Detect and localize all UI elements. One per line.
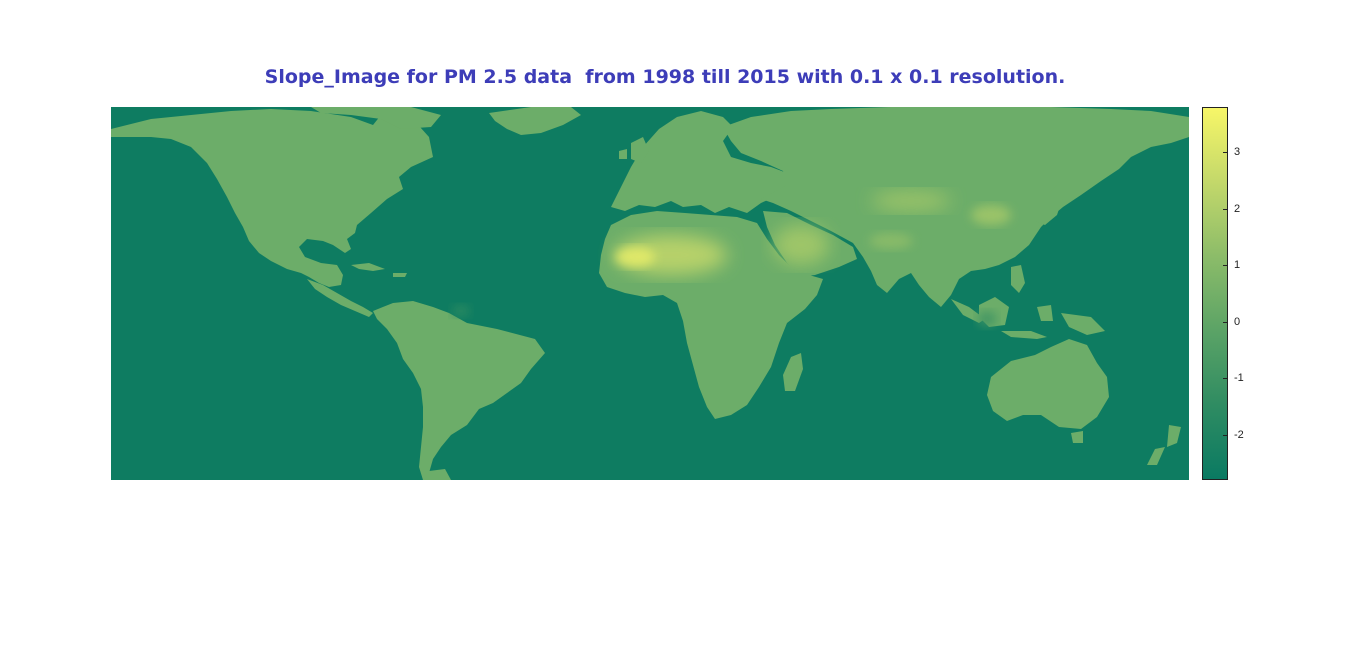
colorbar-tick-mark [1223, 265, 1228, 267]
hotspot-arabia [773, 225, 829, 265]
japan [1035, 185, 1063, 225]
north-america [111, 109, 433, 287]
tierra-del-fuego [429, 469, 451, 480]
hotspot-taklamakan [871, 191, 951, 211]
figure-title: Slope_Image for PM 2.5 data from 1998 ti… [264, 66, 1066, 88]
colorbar-tick-mark [1223, 434, 1228, 436]
greenland [489, 107, 581, 135]
colorbar-tick-mark [1223, 321, 1228, 323]
south-america [373, 301, 545, 480]
colorbar-tick-mark [1223, 208, 1228, 210]
arctic-islands [311, 107, 441, 129]
madagascar [783, 353, 803, 391]
philippines [1011, 265, 1025, 293]
slope-map [111, 107, 1189, 480]
colorbar-tick-mark [1223, 152, 1228, 154]
colorbar-tick-label: 0 [1234, 315, 1241, 328]
slope-hotspots [452, 191, 1011, 327]
british-isles [619, 137, 649, 163]
hotspot-north-china [971, 205, 1011, 225]
colorbar-tick-label: 2 [1234, 202, 1241, 215]
colorbar-ticks: 3 2 1 0 -1 -2 [1223, 107, 1268, 480]
indonesia [951, 297, 1105, 339]
colorbar-tick-label: 3 [1234, 146, 1241, 159]
caribbean [351, 263, 407, 277]
colorbar-tick-label: 1 [1234, 259, 1241, 272]
asia [723, 107, 1189, 307]
hotspot-indo-gangetic [869, 233, 913, 249]
map-panel [111, 107, 1189, 480]
hotspot-sahara-core [615, 247, 655, 267]
hotspot-amazon [452, 305, 470, 317]
australia [987, 339, 1109, 429]
colorbar-tick-label: -2 [1234, 428, 1244, 441]
hotspot-borneo [977, 311, 997, 327]
new-zealand [1147, 425, 1181, 465]
tasmania [1071, 431, 1083, 443]
central-america [307, 279, 373, 317]
europe [611, 111, 795, 213]
colorbar-tick-label: -1 [1234, 372, 1244, 385]
colorbar [1202, 107, 1228, 480]
colorbar-tick-mark [1223, 378, 1228, 380]
